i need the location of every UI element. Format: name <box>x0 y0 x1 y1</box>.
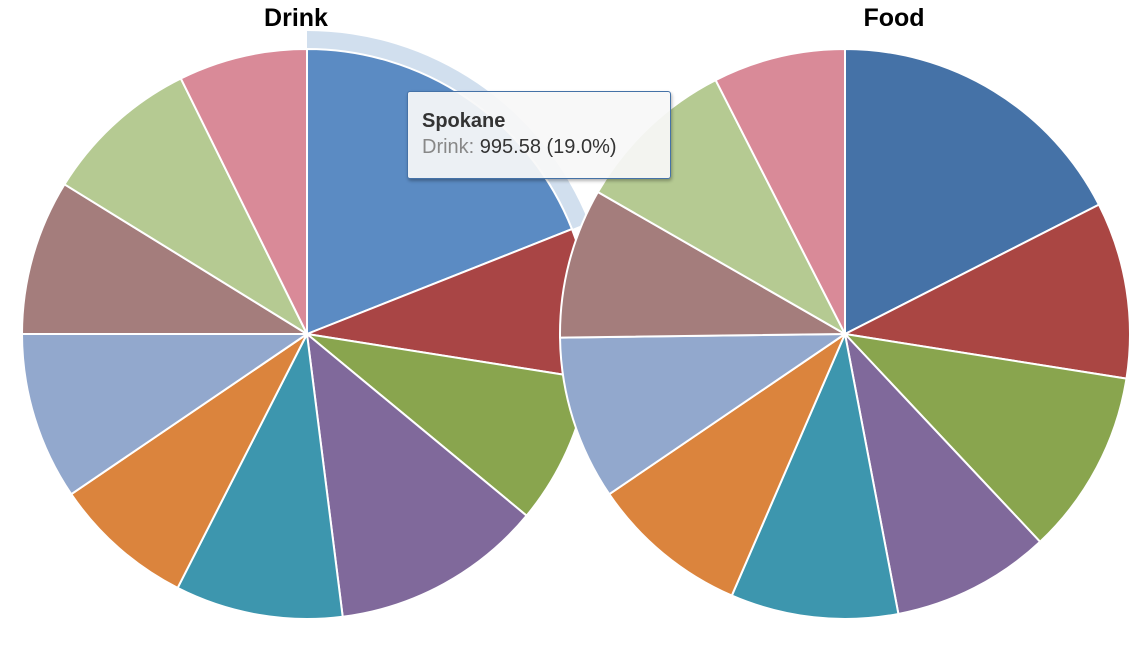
tooltip: Spokane Drink: 995.58 (19.0%) <box>407 91 671 179</box>
drink-pie <box>21 31 593 620</box>
food-pie-slice-6[interactable] <box>608 333 846 597</box>
food-pie-slice-8[interactable] <box>559 191 846 339</box>
drink-pie-slice-7[interactable] <box>21 333 308 496</box>
drink-pie-slice-8[interactable] <box>21 183 308 335</box>
tooltip-series-label: Drink: <box>422 136 475 158</box>
drink-pie-slice-10[interactable] <box>179 48 308 335</box>
food-pie-title: Food <box>863 4 924 32</box>
food-pie-slice-2[interactable] <box>844 203 1131 380</box>
food-pie-slice-1[interactable] <box>844 48 1100 335</box>
food-pie-slice-7[interactable] <box>559 333 846 496</box>
food-pie-slice-10[interactable] <box>714 48 846 335</box>
tooltip-body: Drink: 995.58 (19.0%) <box>422 134 656 160</box>
drink-pie-slice-9[interactable] <box>63 77 308 335</box>
food-pie-slice-5[interactable] <box>730 333 900 620</box>
drink-pie-slice-4[interactable] <box>306 333 528 618</box>
food-pie-slice-3[interactable] <box>844 333 1128 543</box>
drink-slice-1-hover-halo <box>307 31 589 230</box>
drink-pie-title: Drink <box>264 4 328 32</box>
tooltip-title: Spokane <box>422 110 506 132</box>
food-pie-slice-4[interactable] <box>844 333 1042 615</box>
tooltip-value: 995.58 (19.0%) <box>479 136 617 158</box>
drink-pie-slice-5[interactable] <box>176 333 344 620</box>
drink-pie-slice-6[interactable] <box>70 333 308 589</box>
